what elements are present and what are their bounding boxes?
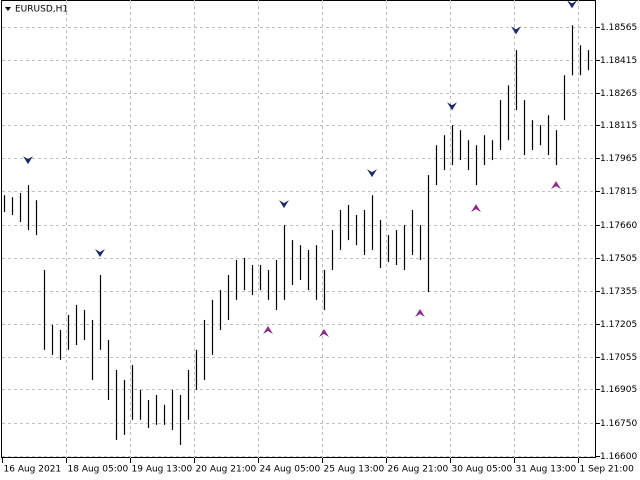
fractal-arrow (551, 181, 561, 190)
y-tick-label: 1.16750 (600, 419, 637, 429)
title-triangle (5, 7, 11, 11)
x-tick-label: 19 Aug 13:00 (132, 465, 193, 475)
fractal-arrow (471, 204, 481, 213)
fractal-arrow (279, 200, 289, 209)
chart-title: EURUSD,H1 (15, 5, 68, 15)
y-tick-label: 1.18115 (600, 121, 637, 131)
x-tick-label: 31 Aug 13:00 (516, 465, 577, 475)
y-tick-label: 1.16905 (600, 385, 637, 395)
x-tick-label: 24 Aug 05:00 (260, 465, 321, 475)
x-tick-label: 16 Aug 2021 (4, 465, 62, 475)
x-tick-label: 1 Sep 21:00 (580, 465, 635, 475)
fractal-arrow (447, 102, 457, 111)
fractal-arrow (367, 169, 377, 178)
y-tick-label: 1.17205 (600, 320, 637, 330)
y-tick-label: 1.18265 (600, 89, 637, 99)
fractal-arrow (95, 248, 105, 257)
plot-frame (1, 0, 596, 458)
x-tick-label: 25 Aug 13:00 (324, 465, 385, 475)
y-tick-label: 1.17965 (600, 154, 637, 164)
x-tick-label: 20 Aug 21:00 (196, 465, 257, 475)
y-tick-label: 1.18415 (600, 56, 637, 66)
y-tick-label: 1.17815 (600, 187, 637, 197)
x-tick-label: 30 Aug 05:00 (452, 465, 513, 475)
x-tick-label: 18 Aug 05:00 (68, 465, 129, 475)
y-tick-label: 1.17355 (600, 287, 637, 297)
fractal-arrow (567, 0, 577, 9)
fractal-arrow (415, 308, 425, 317)
y-tick-label: 1.17505 (600, 254, 637, 264)
fractal-arrow (511, 26, 521, 35)
y-tick-label: 1.18565 (600, 23, 637, 33)
y-tick-label: 1.16600 (600, 452, 637, 462)
fractal-arrow (319, 329, 329, 338)
fractal-arrow (263, 325, 273, 334)
x-tick-label: 26 Aug 21:00 (388, 465, 449, 475)
y-tick-label: 1.17660 (600, 221, 637, 231)
fractal-arrow (23, 156, 33, 165)
y-tick-label: 1.17055 (600, 353, 637, 363)
